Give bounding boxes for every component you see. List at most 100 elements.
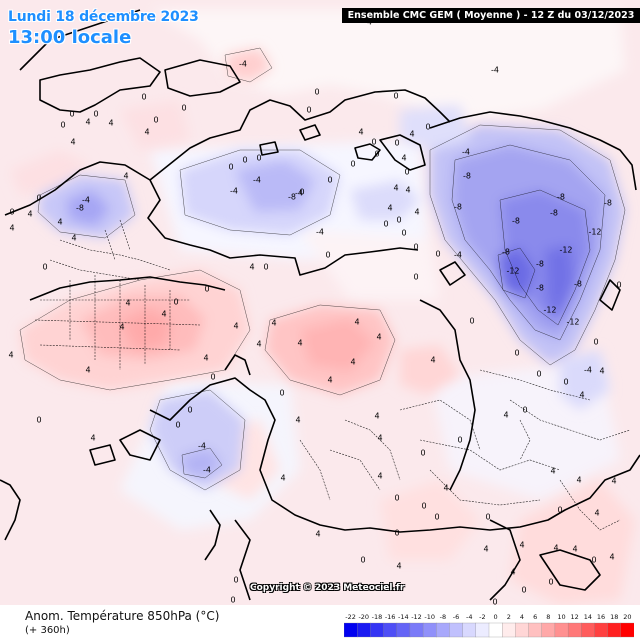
contour-label: -8 bbox=[536, 260, 544, 269]
contour-label: 0 bbox=[522, 406, 527, 415]
contour-label: 4 bbox=[85, 366, 90, 375]
legend-swatch bbox=[620, 622, 634, 638]
contour-label: 4 bbox=[123, 172, 128, 181]
contour-label: 0 bbox=[325, 251, 330, 260]
contour-label: -4 bbox=[230, 187, 238, 196]
lead-time-label: (+ 360h) bbox=[25, 625, 70, 636]
contour-label: 0 bbox=[401, 229, 406, 238]
contour-label: -4 bbox=[491, 66, 499, 75]
contour-label: 0 bbox=[393, 92, 398, 101]
contour-label: 4 bbox=[553, 544, 558, 553]
parameter-title: Anom. Température 850hPa (°C) bbox=[25, 609, 220, 623]
contour-label: 4 bbox=[377, 472, 382, 481]
legend-tick-label: -2 bbox=[479, 613, 485, 621]
political-borders bbox=[34, 219, 631, 531]
contour-label: 0 bbox=[327, 176, 332, 185]
legend-swatch bbox=[554, 622, 569, 638]
contour-label: -8 bbox=[76, 204, 84, 213]
legend-swatch bbox=[488, 622, 503, 638]
contour-label: 4 bbox=[108, 119, 113, 128]
contour-label: -8 bbox=[463, 172, 471, 181]
contour-label: -8 bbox=[502, 248, 510, 257]
contour-label: -4 bbox=[462, 148, 470, 157]
contour-label: -4 bbox=[82, 196, 90, 205]
contour-label: 0 bbox=[306, 106, 311, 115]
forecast-date-label: Lundi 18 décembre 2023 bbox=[8, 9, 199, 25]
legend-swatch bbox=[422, 622, 437, 638]
contour-label: 4 bbox=[271, 319, 276, 328]
contour-label: 4 bbox=[297, 339, 302, 348]
contour-label: 0 bbox=[557, 506, 562, 515]
contour-label: 0 bbox=[536, 370, 541, 379]
legend-tick-label: 12 bbox=[571, 613, 579, 621]
contour-label: 0 bbox=[394, 139, 399, 148]
contour-label: 0 bbox=[374, 150, 379, 159]
contour-label: 0 bbox=[350, 160, 355, 169]
contour-label: 0 bbox=[413, 243, 418, 252]
contour-label: -8 bbox=[454, 203, 462, 212]
legend-swatch bbox=[436, 622, 450, 638]
contour-label: -4 bbox=[203, 466, 211, 475]
contour-label: 4 bbox=[401, 154, 406, 163]
legend-swatch bbox=[541, 622, 556, 638]
legend-tick-label: 0 bbox=[494, 613, 498, 621]
contour-label: 4 bbox=[119, 323, 124, 332]
contour-label: -4 bbox=[198, 442, 206, 451]
contour-label: 0 bbox=[9, 208, 14, 217]
contour-label: 0 bbox=[69, 110, 74, 119]
contour-label: 4 bbox=[405, 186, 410, 195]
contour-label: 0 bbox=[360, 556, 365, 565]
legend-swatch bbox=[607, 622, 622, 638]
contour-label: -8 bbox=[574, 280, 582, 289]
contour-label: 4 bbox=[576, 476, 581, 485]
legend-tick-label: -8 bbox=[440, 613, 446, 621]
contour-label: 0 bbox=[394, 494, 399, 503]
contour-label: 0 bbox=[60, 121, 65, 130]
contour-label: 0 bbox=[413, 273, 418, 282]
contour-label: -4 bbox=[584, 366, 592, 375]
legend-tick-label: 10 bbox=[557, 613, 565, 621]
contour-label: 0 bbox=[371, 138, 376, 147]
coastlines bbox=[0, 9, 640, 601]
legend-tick-label: 14 bbox=[584, 613, 592, 621]
contour-label: 4 bbox=[599, 367, 604, 376]
legend-tick-label: -10 bbox=[424, 613, 435, 621]
contour-label: 0 bbox=[175, 421, 180, 430]
contour-label: 0 bbox=[593, 338, 598, 347]
contour-label: 4 bbox=[125, 299, 130, 308]
contour-label: 0 bbox=[548, 578, 553, 587]
copyright-notice: Copyright © 2023 Meteociel.fr bbox=[250, 583, 405, 593]
model-run-header: Ensemble CMC GEM ( Moyenne ) - 12 Z du 0… bbox=[342, 8, 640, 23]
contour-label: 0 bbox=[187, 406, 192, 415]
legend-swatch bbox=[357, 622, 371, 638]
contour-label: 0 bbox=[396, 216, 401, 225]
legend-tick-label: -18 bbox=[372, 613, 383, 621]
contour-label: 0 bbox=[210, 373, 215, 382]
contour-label: 4 bbox=[594, 509, 599, 518]
contour-label: 0 bbox=[420, 449, 425, 458]
contour-label: -4 bbox=[239, 60, 247, 69]
contour-label: 4 bbox=[57, 218, 62, 227]
legend-tick-label: 2 bbox=[507, 613, 511, 621]
contour-label: 0 bbox=[230, 596, 235, 605]
contour-label: 0 bbox=[233, 576, 238, 585]
contour-label: 4 bbox=[144, 128, 149, 137]
contour-label: 4 bbox=[519, 541, 524, 550]
contour-label: 4 bbox=[350, 358, 355, 367]
legend-tick-label: 16 bbox=[597, 613, 605, 621]
contour-label: 0 bbox=[394, 529, 399, 538]
contour-label: 4 bbox=[430, 356, 435, 365]
contour-label: 4 bbox=[377, 434, 382, 443]
contour-label: 0 bbox=[521, 586, 526, 595]
contour-label: 4 bbox=[85, 118, 90, 127]
contour-label: 0 bbox=[153, 116, 158, 125]
contour-label: -8 bbox=[604, 199, 612, 208]
contour-label: 4 bbox=[483, 545, 488, 554]
legend-tick-label: -22 bbox=[345, 613, 356, 621]
contour-label: -4 bbox=[316, 228, 324, 237]
contour-label: 0 bbox=[42, 263, 47, 272]
legend-tick-label: -12 bbox=[411, 613, 422, 621]
contour-label: 4 bbox=[256, 340, 261, 349]
contour-label: 0 bbox=[256, 154, 261, 163]
